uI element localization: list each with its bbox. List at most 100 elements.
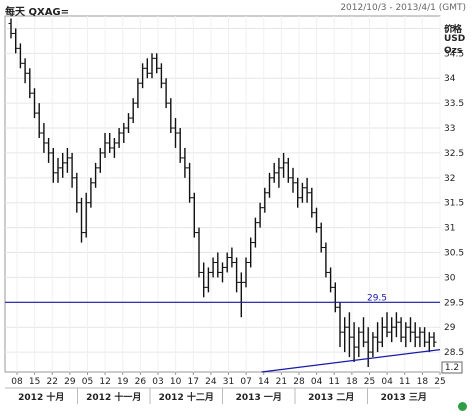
date-range: 2012/10/3 - 2013/4/1 (GMT) bbox=[340, 3, 466, 13]
x-tick-label: 03 bbox=[152, 377, 163, 387]
ohlc-bar bbox=[309, 187, 315, 218]
ohlc-bar bbox=[126, 113, 131, 134]
ohlc-bar bbox=[384, 312, 390, 338]
ohlc-bar bbox=[257, 202, 263, 228]
ohlc-bar bbox=[356, 327, 362, 358]
ohlc-bar bbox=[408, 317, 413, 343]
ohlc-bar bbox=[83, 192, 89, 238]
ohlc-bar bbox=[281, 152, 287, 178]
y-tick-label: 29.5 bbox=[444, 298, 464, 308]
ohlc-bar bbox=[121, 123, 127, 143]
ohlc-bar bbox=[328, 267, 334, 293]
x-tick-label: 25 bbox=[434, 377, 445, 387]
ohlc-series bbox=[8, 18, 437, 368]
ohlc-bar bbox=[177, 128, 183, 163]
ohlc-bar bbox=[93, 162, 99, 188]
ohlc-bar bbox=[144, 58, 150, 79]
ohlc-bar bbox=[403, 322, 409, 348]
x-tick-label: 22 bbox=[47, 377, 58, 387]
current-value-box bbox=[441, 361, 463, 374]
ohlc-bar bbox=[290, 167, 296, 193]
horizontal-line-label: 29.5 bbox=[367, 293, 387, 303]
y-tick-label: 35 bbox=[444, 24, 455, 34]
x-tick-label: 07 bbox=[240, 377, 251, 387]
ohlc-bar bbox=[370, 332, 376, 358]
ohlc-bar bbox=[97, 147, 103, 173]
ohlc-bar bbox=[182, 147, 188, 178]
ohlc-bar bbox=[17, 43, 23, 69]
ohlc-bar bbox=[398, 317, 404, 343]
ohlc-bar bbox=[22, 58, 28, 84]
x-tick-label: 15 bbox=[29, 377, 40, 387]
ohlc-bar bbox=[234, 257, 240, 293]
ohlc-bar bbox=[323, 242, 329, 278]
y-tick-label: 32.5 bbox=[444, 149, 464, 159]
ohlc-bar bbox=[304, 177, 310, 203]
x-tick-label: 24 bbox=[205, 377, 217, 387]
x-tick-label: 31 bbox=[223, 377, 234, 387]
ohlc-bar bbox=[79, 197, 84, 243]
ohlc-bar bbox=[210, 257, 216, 278]
y-tick-label: 32 bbox=[444, 174, 455, 184]
ohlc-bar bbox=[107, 133, 113, 153]
ohlc-bar bbox=[243, 257, 249, 288]
y-tick-label: 30 bbox=[444, 273, 456, 283]
ohlc-bar bbox=[351, 322, 357, 363]
x-tick-label: 29 bbox=[64, 377, 76, 387]
status-dot-icon bbox=[458, 402, 467, 411]
ohlc-bar bbox=[426, 332, 432, 353]
y-tick-label: 34 bbox=[444, 74, 456, 84]
y-tick-label: 29 bbox=[444, 323, 456, 333]
ohlc-bar bbox=[154, 53, 160, 74]
chart-title: 每天 QXAG= bbox=[5, 7, 70, 18]
trend-line bbox=[261, 348, 441, 373]
ohlc-bar bbox=[295, 177, 301, 208]
y-tick-label: 34.5 bbox=[444, 49, 464, 59]
ohlc-bar bbox=[346, 312, 352, 358]
ohlc-bar bbox=[173, 118, 178, 148]
y-tick-label: 30.5 bbox=[444, 249, 464, 259]
x-tick-label: 08 bbox=[11, 377, 23, 387]
ohlc-bar bbox=[389, 317, 395, 343]
ohlc-bar bbox=[196, 227, 202, 278]
ohlc-bar bbox=[27, 68, 33, 99]
y-tick-label: 31 bbox=[444, 224, 455, 234]
ohlc-bar bbox=[238, 272, 244, 318]
y-tick-label: 33.5 bbox=[444, 99, 464, 109]
ohlc-bar bbox=[215, 252, 221, 278]
ohlc-bar bbox=[342, 317, 348, 353]
ohlc-bar bbox=[271, 162, 277, 183]
ohlc-bar bbox=[201, 262, 207, 298]
ohlc-bar bbox=[299, 182, 305, 203]
ohlc-bar bbox=[116, 128, 122, 148]
x-tick-label: 19 bbox=[117, 377, 129, 387]
x-tick-label: 25 bbox=[364, 377, 375, 387]
ohlc-bar bbox=[69, 152, 75, 188]
ohlc-bar bbox=[74, 172, 80, 213]
ohlc-bar bbox=[285, 157, 291, 183]
ohlc-bar bbox=[365, 327, 371, 368]
x-tick-label: 18 bbox=[417, 377, 429, 387]
ohlc-bar bbox=[88, 177, 94, 208]
x-tick-label: 05 bbox=[82, 377, 93, 387]
ohlc-bar bbox=[130, 98, 136, 124]
ohlc-bar bbox=[168, 98, 174, 134]
ohlc-bar bbox=[46, 137, 52, 163]
ohlc-bar bbox=[163, 78, 169, 109]
unit-label-price: 价格 bbox=[444, 25, 463, 35]
x-tick-label: 12 bbox=[99, 377, 110, 387]
ohlc-bar bbox=[431, 332, 437, 348]
ohlc-bar bbox=[140, 63, 146, 89]
ohlc-bar bbox=[187, 162, 193, 203]
x-tick-label: 26 bbox=[135, 377, 147, 387]
ohlc-bar bbox=[64, 147, 70, 173]
month-label: 2012 十一月 bbox=[86, 391, 141, 403]
x-tick-label: 04 bbox=[311, 377, 323, 387]
ohlc-bar bbox=[252, 217, 258, 248]
ohlc-bar bbox=[248, 237, 254, 268]
month-label: 2012 十二月 bbox=[159, 391, 214, 403]
current-value-label: 1.2 bbox=[445, 363, 459, 373]
ohlc-bar bbox=[422, 327, 428, 348]
